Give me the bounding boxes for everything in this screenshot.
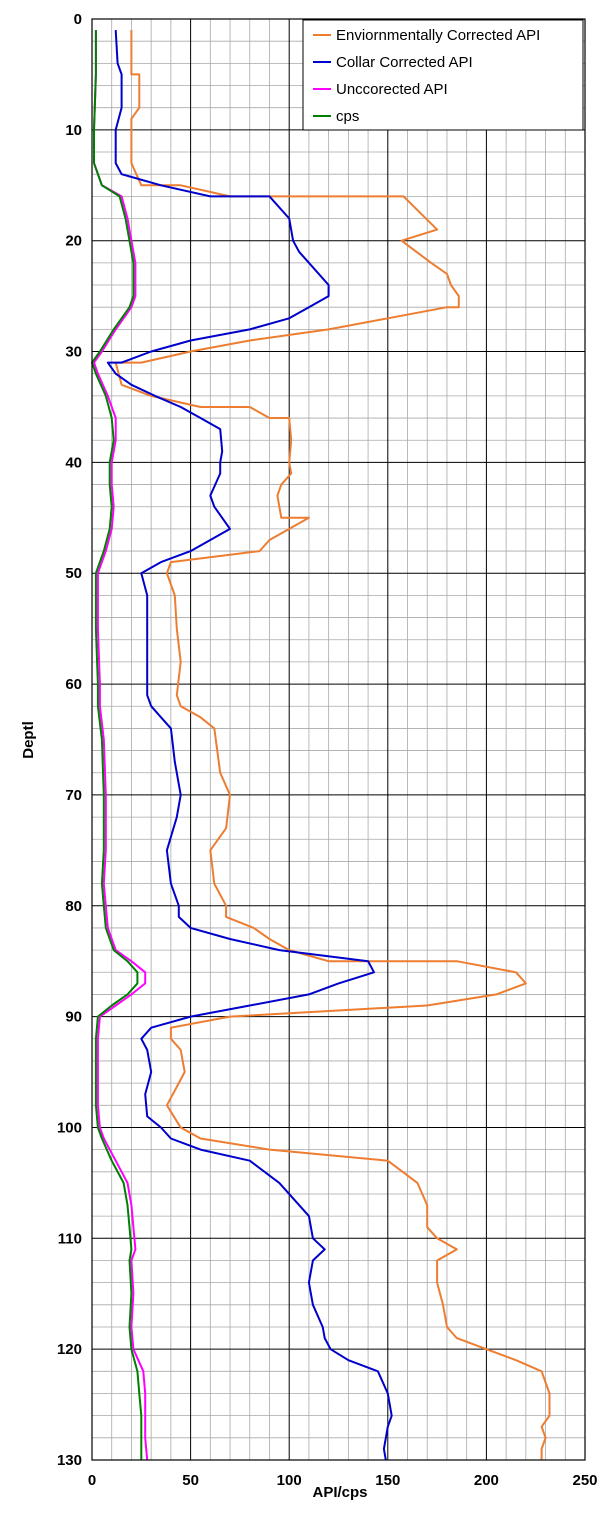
y-tick-label: 130 [57,1452,82,1469]
legend-label-1: Collar Corrected API [336,54,473,71]
y-tick-label: 100 [57,1119,82,1136]
legend: Enviornmentally Corrected API Collar Cor… [302,19,584,131]
y-tick-label: 90 [65,1009,82,1026]
y-tick-label: 30 [65,344,82,361]
legend-box [302,19,584,131]
series-line-1 [106,30,393,1461]
x-tick-label: 200 [474,1472,499,1489]
series-line-3 [91,30,143,1460]
y-tick-label: 110 [58,1230,82,1247]
y-axis-title: Deptl [20,721,37,759]
y-tick-label: 60 [65,676,82,693]
y-tick-label: 10 [65,122,82,139]
y-tick-label: 70 [65,787,82,804]
y-tick-labels: 0 10 20 30 40 50 60 70 80 90 100 110 120 130 [57,11,82,1469]
x-tick-label: 0 [88,1472,96,1489]
x-tick-label: 150 [375,1472,400,1489]
x-tick-label: 250 [572,1472,597,1489]
plot-frame [91,18,586,1461]
legend-label-3: cps [336,108,359,125]
series-line-2 [93,30,149,1461]
series-line-0 [114,30,551,1460]
y-tick-label: 80 [65,898,82,915]
series-layer [91,30,551,1461]
x-axis-title: API/cps [312,1484,367,1501]
legend-label-2: Unccorected API [336,81,448,98]
y-tick-label: 50 [65,565,82,582]
y-tick-label: 20 [65,233,82,250]
y-tick-label: 0 [74,11,82,28]
x-tick-labels: 0 50 100 150 200 250 [88,1472,598,1489]
y-tick-label: 40 [65,454,82,471]
y-tick-label: 120 [57,1341,82,1358]
x-tick-label: 50 [182,1472,199,1489]
legend-label-0: Enviornmentally Corrected API [336,27,540,44]
x-tick-label: 100 [277,1472,302,1489]
